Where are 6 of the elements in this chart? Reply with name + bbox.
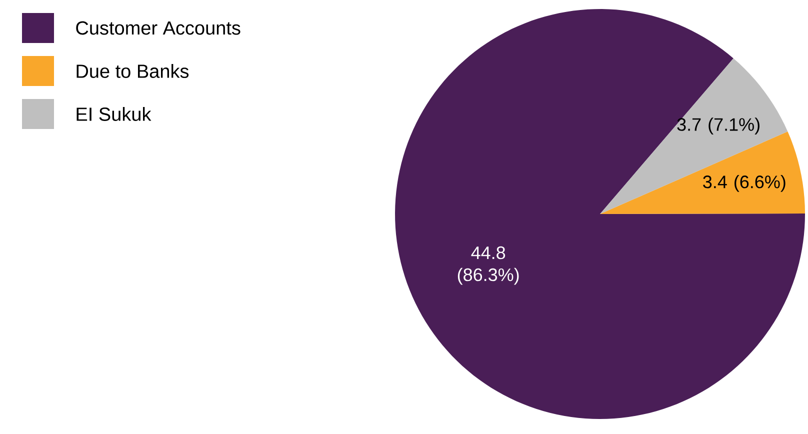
legend-label: Customer Accounts [76, 21, 240, 35]
data-label: 44.8 (86.3%) [458, 246, 519, 285]
data-label: 3.4 (6.6%) [703, 175, 786, 192]
legend-label: EI Sukuk [76, 107, 152, 121]
data-label: 3.7 (7.1%) [677, 118, 760, 134]
legend-label: Due to Banks [76, 64, 189, 78]
